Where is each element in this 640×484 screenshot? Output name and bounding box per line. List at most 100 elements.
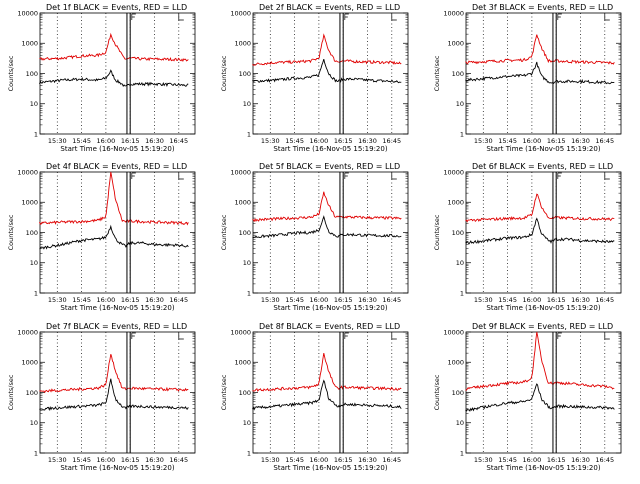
x-tick-label: 16:15 [547,456,566,464]
y-tick-label: 10000 [230,168,251,176]
y-tick-label: 10 [30,419,38,427]
x-tick-label: 16:30 [571,456,590,464]
plot-frame [465,12,622,135]
x-tick-label: 16:30 [358,456,377,464]
x-tick-label: 16:15 [334,137,353,145]
x-tick-label: 16:30 [145,456,164,464]
bracket-marker [178,333,184,340]
x-tick-label: 16:15 [547,296,566,304]
y-tick-label: 10 [456,419,464,427]
y-axis-label: Counts/sec [433,214,441,250]
lld-series-line [465,193,615,223]
y-tick-label: 1000 [447,199,464,207]
x-tick-label: 15:45 [72,296,91,304]
x-axis-label: Start Time (16-Nov-05 15:19:20) [486,464,600,472]
y-tick-label: 1 [247,449,251,457]
y-tick-label: 10000 [230,9,251,17]
events-series-line [465,61,615,85]
y-axis-label: Counts/sec [220,214,228,250]
y-tick-label: 10 [243,259,251,267]
y-tick-label: 10 [456,259,464,267]
chart-panel-6: Det 6f BLACK = Events, RED = LLD Counts/s… [433,162,622,312]
y-tick-label: 1000 [21,40,38,48]
bracket-marker [391,333,397,340]
y-tick-label: 1 [34,449,38,457]
x-axis-label: Start Time (16-Nov-05 15:19:20) [60,145,174,153]
plot-frame [39,331,196,454]
y-tick-label: 100 [239,389,251,397]
x-tick-label: 16:15 [547,137,566,145]
x-axis-label: Start Time (16-Nov-05 15:19:20) [273,464,387,472]
y-tick-label: 10 [30,100,38,108]
x-tick-label: 15:30 [474,296,493,304]
events-series-line [252,215,402,239]
y-tick-label: 10000 [443,328,464,336]
y-tick-label: 10000 [230,328,251,336]
x-tick-label: 16:45 [595,296,614,304]
y-axis-label: Counts/sec [7,55,15,91]
x-tick-label: 16:30 [571,296,590,304]
y-tick-label: 1 [247,130,251,138]
plot-frame [39,12,196,135]
x-tick-label: 15:45 [285,137,304,145]
events-series-line [252,58,402,84]
x-axis-label: Start Time (16-Nov-05 15:19:20) [273,304,387,312]
bracket-marker-f [344,172,349,179]
x-tick-label: 15:45 [498,137,517,145]
chart-title: Det 8f BLACK = Events, RED = LLD [259,322,400,331]
chart-panel-5: Det 5f BLACK = Events, RED = LLD Counts/s… [220,162,409,312]
y-tick-label: 1000 [447,40,464,48]
x-tick-label: 16:00 [310,296,329,304]
chart-title: Det 2f BLACK = Events, RED = LLD [259,3,400,12]
x-tick-label: 15:30 [261,296,280,304]
x-axis-label: Start Time (16-Nov-05 15:19:20) [60,464,174,472]
plot-frame [252,331,409,454]
bracket-marker [391,173,397,180]
x-tick-label: 16:00 [97,456,116,464]
x-tick-label: 16:00 [523,456,542,464]
x-tick-label: 15:45 [72,456,91,464]
chart-title: Det 7f BLACK = Events, RED = LLD [46,322,187,331]
chart-title: Det 4f BLACK = Events, RED = LLD [46,162,187,171]
chart-panel-7: Det 7f BLACK = Events, RED = LLD Counts/s… [7,322,196,472]
x-tick-label: 15:45 [285,296,304,304]
lld-series-line [39,354,189,394]
x-tick-label: 15:30 [48,296,67,304]
plot-frame [465,171,622,294]
x-tick-label: 16:30 [145,137,164,145]
y-tick-label: 100 [26,389,38,397]
events-series-line [39,224,189,250]
events-series-line [465,217,615,245]
bracket-marker [604,333,610,340]
x-tick-label: 15:30 [261,137,280,145]
chart-panel-4: Det 4f BLACK = Events, RED = LLD Counts/s… [7,162,196,312]
plot-frame [252,12,409,135]
events-series-line [39,378,189,411]
x-tick-label: 15:45 [498,456,517,464]
x-tick-label: 15:30 [474,456,493,464]
x-tick-label: 16:45 [169,456,188,464]
y-tick-label: 1000 [21,359,38,367]
x-tick-label: 15:30 [261,456,280,464]
x-tick-label: 15:30 [474,137,493,145]
y-tick-label: 10 [243,100,251,108]
events-series-line [465,383,615,412]
y-axis-label: Counts/sec [220,374,228,410]
lld-series-line [465,331,615,391]
bracket-marker [178,14,184,21]
y-tick-label: 100 [452,70,464,78]
chart-panel-1: Det 1f BLACK = Events, RED = LLD Counts/s… [7,3,196,153]
y-axis-label: Counts/sec [7,374,15,410]
y-tick-label: 1000 [234,40,251,48]
events-series-line [39,69,189,87]
y-tick-label: 1 [460,130,464,138]
bracket-marker-f [344,332,349,339]
x-axis-label: Start Time (16-Nov-05 15:19:20) [273,145,387,153]
bracket-marker [604,173,610,180]
y-tick-label: 10 [30,259,38,267]
x-tick-label: 16:30 [145,296,164,304]
y-tick-label: 10000 [443,9,464,17]
lld-series-line [465,34,615,65]
x-tick-label: 16:45 [169,137,188,145]
